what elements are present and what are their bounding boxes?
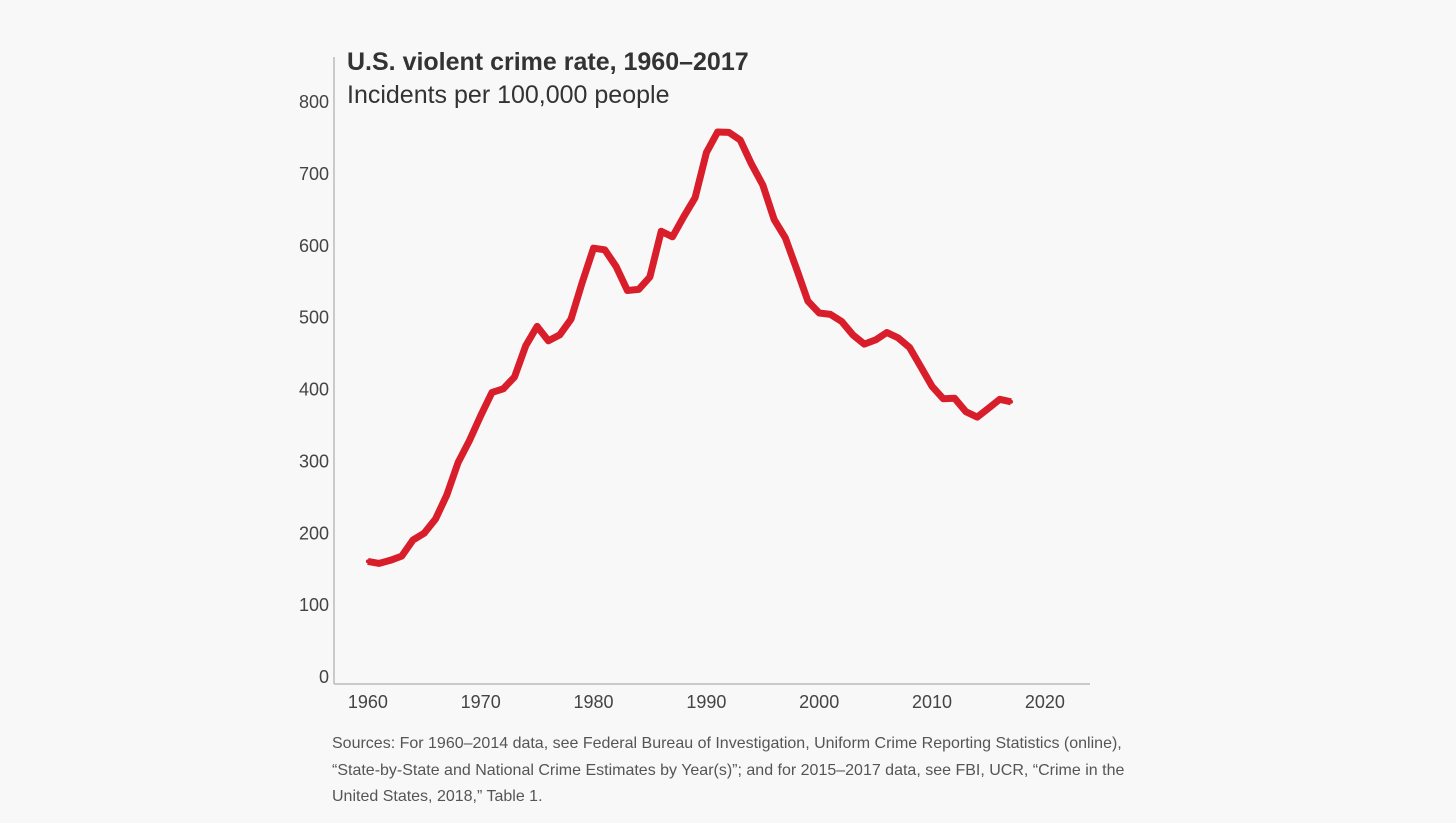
data-point xyxy=(591,246,596,251)
data-point xyxy=(873,337,878,342)
y-tick-label: 400 xyxy=(299,380,329,400)
x-axis-ticks: 1960 1970 1980 1990 2000 2010 2020 xyxy=(348,692,1065,712)
chart-title: U.S. violent crime rate, 1960–2017 xyxy=(347,48,749,76)
data-point xyxy=(388,558,393,563)
y-tick-label: 0 xyxy=(319,667,329,687)
data-point xyxy=(647,274,652,279)
data-point xyxy=(805,299,810,304)
x-tick-label: 2020 xyxy=(1025,692,1065,712)
data-point xyxy=(749,162,754,167)
data-point xyxy=(478,413,483,418)
data-point xyxy=(636,287,641,292)
x-tick-label: 2010 xyxy=(912,692,952,712)
x-tick-label: 1990 xyxy=(686,692,726,712)
data-point xyxy=(986,406,991,411)
data-point xyxy=(681,214,686,219)
source-note: Sources: For 1960–2014 data, see Federal… xyxy=(332,735,1125,805)
data-point xyxy=(738,138,743,142)
series-line-violent-crime-rate xyxy=(367,128,1012,567)
data-point xyxy=(907,345,912,350)
data-point xyxy=(975,415,980,420)
data-point xyxy=(772,217,777,222)
data-point xyxy=(411,538,415,542)
data-point xyxy=(693,195,698,200)
data-point xyxy=(490,390,494,395)
data-point xyxy=(783,235,788,240)
data-point xyxy=(365,559,370,564)
y-tick-label: 300 xyxy=(299,451,329,471)
data-point xyxy=(444,493,449,497)
data-points xyxy=(365,130,1013,566)
data-point xyxy=(851,333,855,337)
data-point xyxy=(839,319,844,324)
data-point xyxy=(422,531,427,536)
data-point xyxy=(614,264,619,269)
data-point xyxy=(794,267,799,271)
data-point xyxy=(625,288,630,293)
data-point xyxy=(918,364,923,369)
data-point xyxy=(997,397,1002,402)
y-tick-label: 500 xyxy=(299,308,329,328)
data-point xyxy=(726,130,731,135)
data-point xyxy=(670,234,675,239)
data-point xyxy=(602,247,607,252)
data-point xyxy=(557,332,562,337)
data-point xyxy=(952,396,957,401)
data-point xyxy=(828,312,833,317)
y-tick-label: 800 xyxy=(299,92,329,112)
y-tick-label: 700 xyxy=(299,164,329,184)
x-tick-label: 1970 xyxy=(461,692,501,712)
data-point xyxy=(704,150,709,155)
data-point xyxy=(659,229,664,234)
x-tick-label: 1980 xyxy=(573,692,613,712)
data-point xyxy=(941,396,946,401)
y-axis-ticks: 0 100 200 300 400 500 600 700 800 xyxy=(299,92,329,687)
y-tick-label: 600 xyxy=(299,236,329,256)
data-point xyxy=(467,438,472,443)
data-point xyxy=(399,554,404,559)
data-point xyxy=(433,516,438,521)
x-tick-label: 2000 xyxy=(799,692,839,712)
data-point xyxy=(896,335,901,340)
data-point xyxy=(580,280,585,285)
data-point xyxy=(1009,399,1013,404)
chart-subtitle: Incidents per 100,000 people xyxy=(347,81,669,109)
x-tick-label: 1960 xyxy=(348,692,388,712)
data-point xyxy=(884,330,889,335)
data-point xyxy=(523,343,528,348)
data-point xyxy=(930,384,934,389)
data-point xyxy=(535,324,540,329)
data-point xyxy=(569,317,573,322)
y-tick-label: 100 xyxy=(299,595,329,615)
data-point xyxy=(963,409,968,414)
data-point xyxy=(546,338,551,343)
y-tick-label: 200 xyxy=(299,523,329,543)
data-point xyxy=(817,311,822,315)
data-point xyxy=(760,183,765,187)
data-point xyxy=(512,375,517,379)
data-point xyxy=(456,460,461,465)
data-point xyxy=(862,342,867,347)
data-point xyxy=(715,130,720,134)
data-point xyxy=(501,386,506,391)
data-point xyxy=(377,561,382,566)
